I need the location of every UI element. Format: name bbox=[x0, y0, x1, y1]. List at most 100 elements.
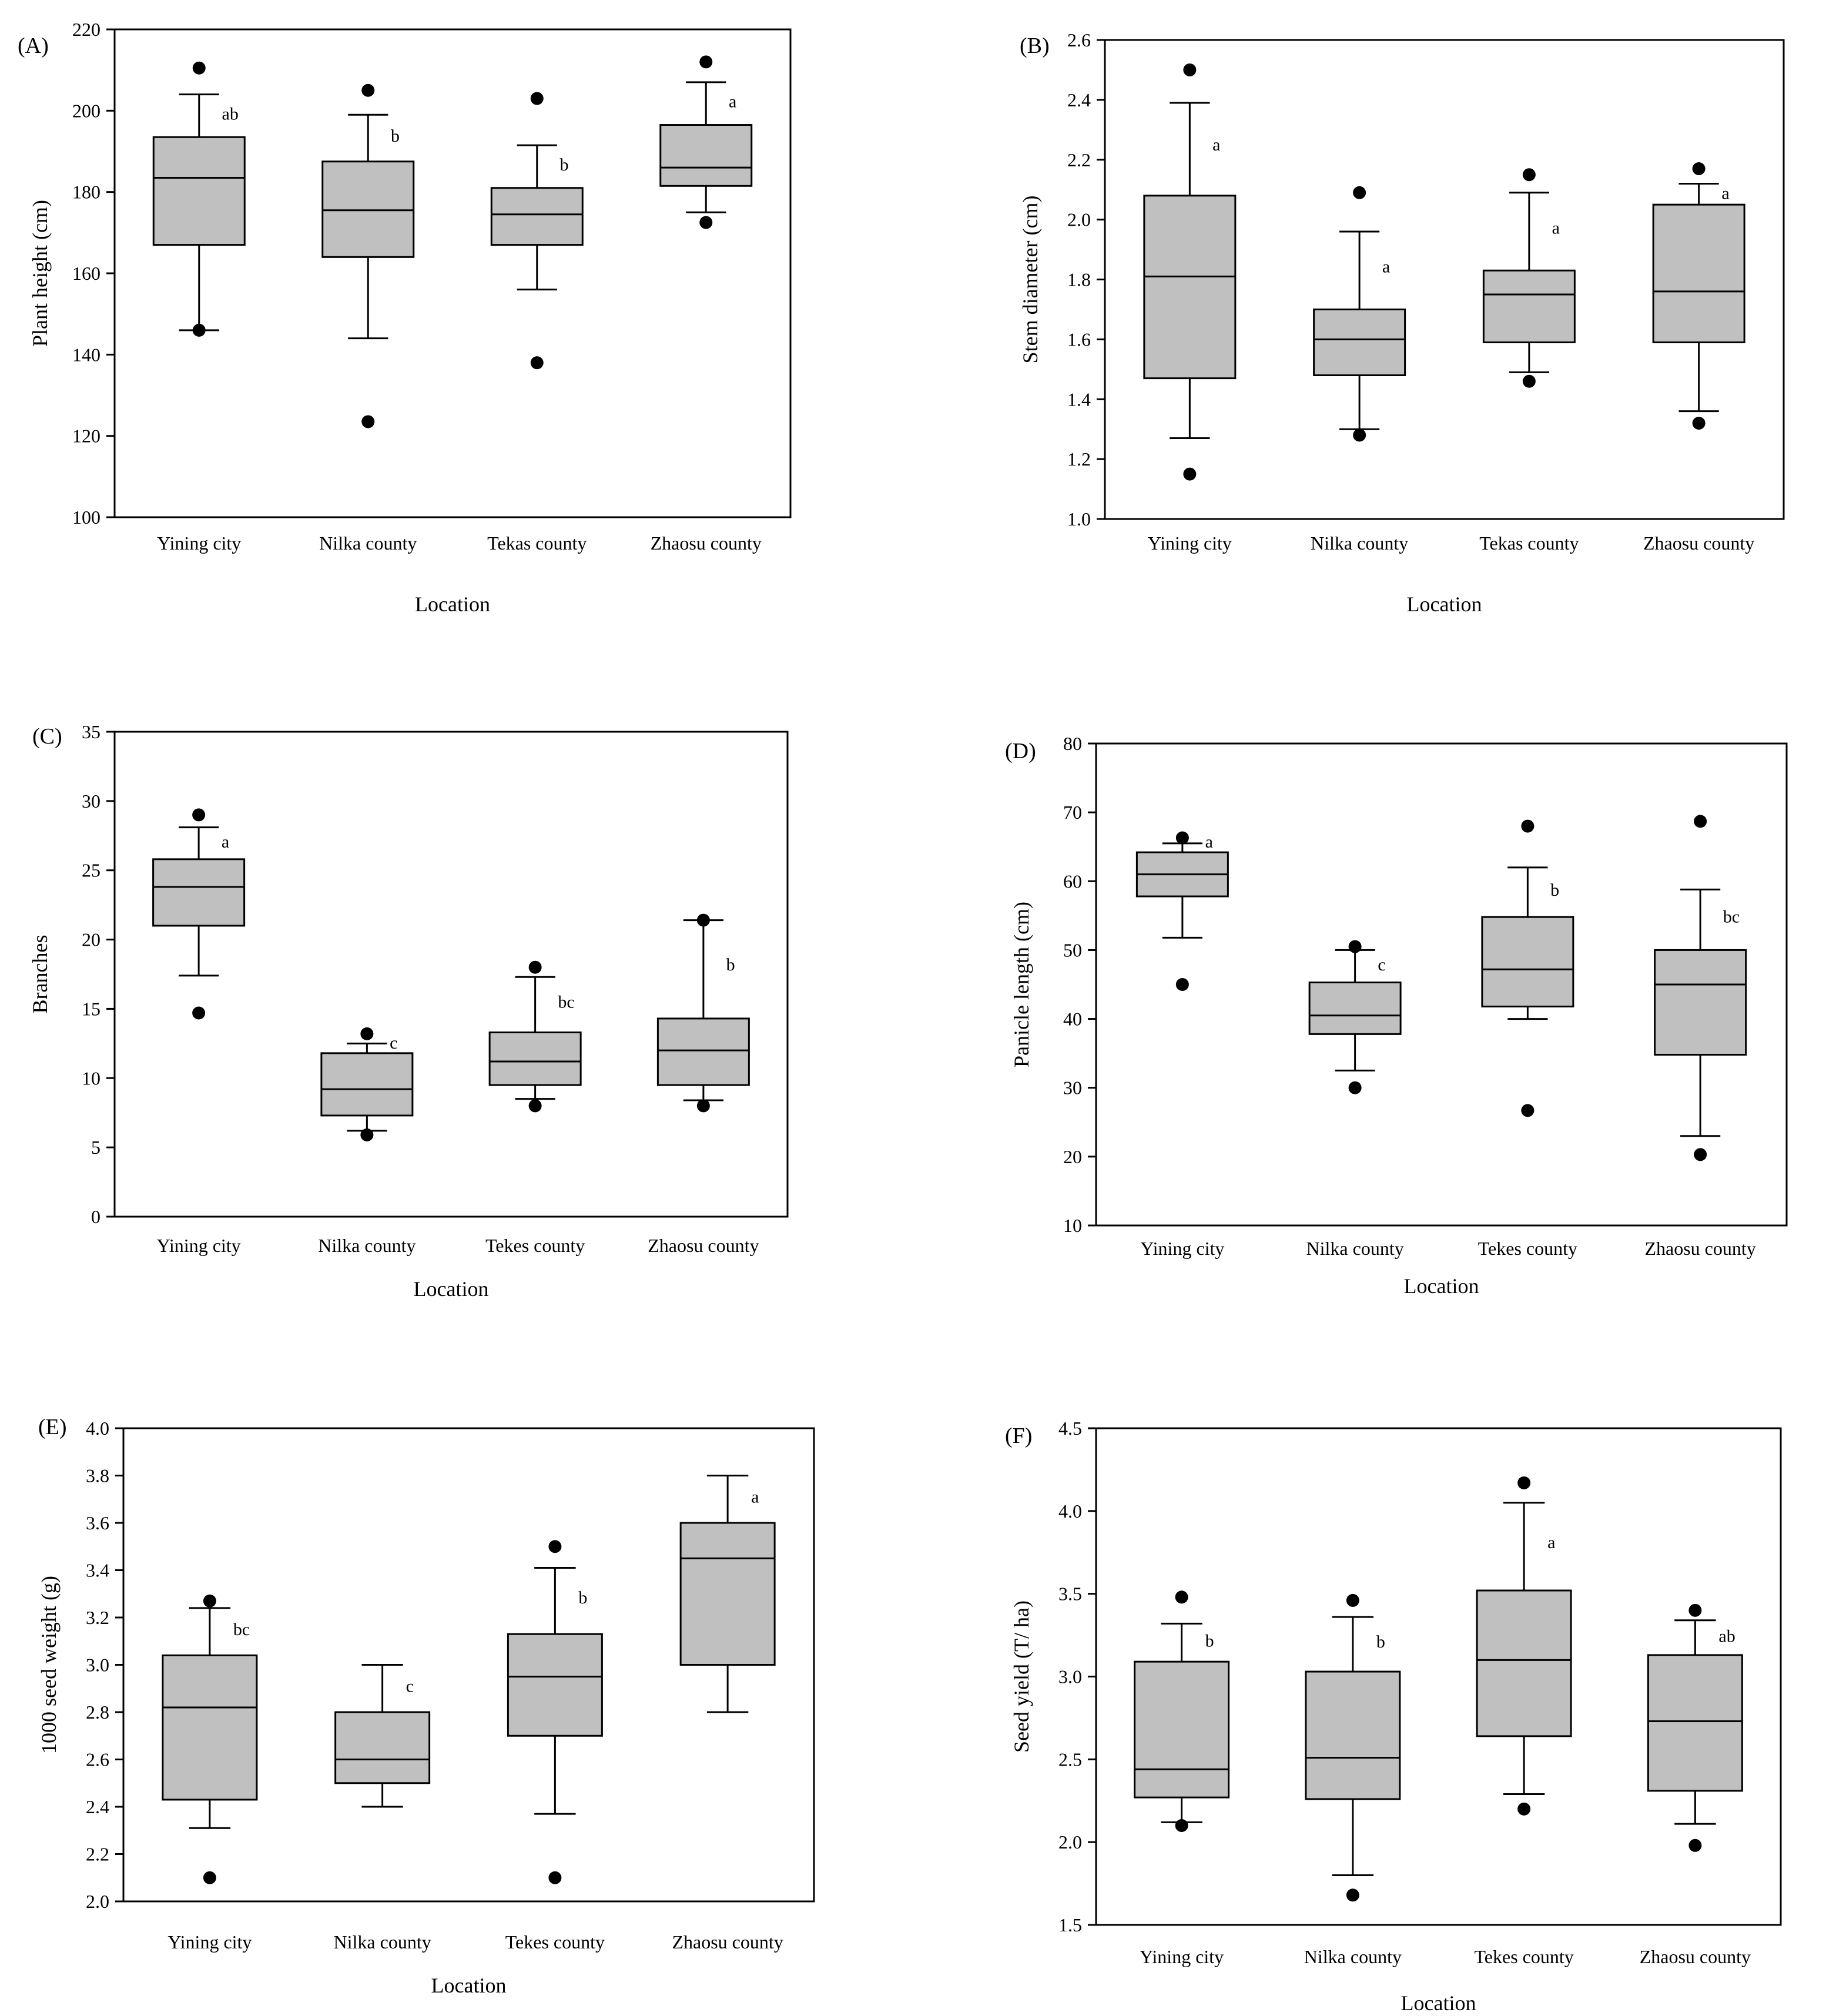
y-tick-label: 3.2 bbox=[86, 1607, 109, 1628]
x-category-label: Zhaosu county bbox=[648, 1235, 759, 1256]
box-group: a bbox=[1476, 1476, 1572, 1816]
plot-frame bbox=[113, 731, 789, 1218]
box-group: a bbox=[1313, 186, 1406, 442]
y-tick-label: 0 bbox=[91, 1206, 100, 1227]
outlier-point bbox=[1175, 978, 1189, 991]
outlier-point bbox=[203, 1871, 216, 1884]
outlier-point bbox=[192, 1006, 206, 1020]
outlier-point bbox=[1353, 428, 1366, 442]
x-axis-title: Location bbox=[415, 592, 490, 616]
box-group: ab bbox=[152, 61, 246, 337]
chart-panel-5: (E) 2.0 2.2 2.4 2.6 2.8 3.0 3.2 3.4 3.6 3.8 4.0 1000… bbox=[37, 1415, 815, 1997]
y-tick-label: 30 bbox=[1063, 1077, 1082, 1099]
box bbox=[1143, 195, 1237, 380]
significance-letter: b bbox=[1376, 1632, 1385, 1652]
outlier-point bbox=[528, 1099, 542, 1113]
y-tick-label: 1.2 bbox=[1067, 448, 1091, 470]
outlier-point bbox=[530, 92, 544, 105]
chart-panel-3: (C) 0 5 10 15 20 25 30 35 Branches Location Yining … bbox=[28, 721, 789, 1301]
y-axis-title: Panicle length (cm) bbox=[1010, 902, 1033, 1067]
significance-letter: a bbox=[1721, 184, 1729, 203]
x-category-label: Zhaosu county bbox=[1643, 533, 1754, 554]
y-tick-label: 140 bbox=[72, 344, 100, 365]
outlier-point bbox=[1175, 831, 1189, 845]
outlier-point bbox=[696, 1099, 710, 1113]
y-tick-label: 4.0 bbox=[1058, 1501, 1082, 1522]
outlier-point bbox=[548, 1540, 562, 1553]
outlier-point bbox=[1688, 1603, 1702, 1617]
box-group: b bbox=[490, 92, 584, 370]
y-tick-label: 2.5 bbox=[1058, 1749, 1082, 1770]
box bbox=[507, 1633, 603, 1737]
x-axis-title: Location bbox=[1404, 1274, 1479, 1298]
box-group: b bbox=[1305, 1593, 1401, 1902]
chart-panel-6: (F) 1.5 2.0 2.5 3.0 3.5 4.0 4.5 Seed yield (T/ h… bbox=[1005, 1418, 1782, 2015]
significance-letter: b bbox=[391, 126, 400, 146]
box-group: bc bbox=[488, 960, 582, 1113]
x-category-label: Yining city bbox=[1140, 1238, 1224, 1259]
y-tick-label: 1.8 bbox=[1067, 269, 1091, 290]
outlier-point bbox=[1522, 168, 1536, 182]
significance-letter: a bbox=[1205, 832, 1213, 852]
outlier-point bbox=[1521, 819, 1534, 833]
outlier-point bbox=[1692, 162, 1706, 176]
box-group: b bbox=[1134, 1590, 1230, 1832]
box bbox=[656, 1017, 750, 1086]
outlier-point bbox=[1348, 1081, 1362, 1094]
x-category-label: Nilka county bbox=[334, 1931, 431, 1953]
significance-letter: c bbox=[406, 1677, 414, 1696]
x-category-label: Tekes county bbox=[1474, 1946, 1573, 1967]
significance-letter: a bbox=[729, 92, 736, 112]
significance-letter: c bbox=[1378, 955, 1385, 974]
y-tick-label: 100 bbox=[72, 507, 100, 528]
y-tick-label: 1.6 bbox=[1067, 329, 1091, 350]
x-category-label: Yining city bbox=[167, 1931, 252, 1953]
box-group: a bbox=[1482, 168, 1576, 388]
x-category-label: Tekas county bbox=[487, 533, 587, 554]
significance-letter: b bbox=[726, 955, 735, 974]
box bbox=[490, 187, 584, 246]
x-category-label: Nilka county bbox=[319, 533, 417, 554]
x-axis-title: Location bbox=[1407, 592, 1482, 616]
x-category-label: Tekes county bbox=[505, 1931, 605, 1953]
significance-letter: b bbox=[1205, 1632, 1214, 1651]
outlier-point bbox=[1694, 1148, 1707, 1161]
y-tick-label: 10 bbox=[1063, 1215, 1082, 1236]
x-category-label: Zhaosu county bbox=[651, 533, 762, 554]
significance-letter: ab bbox=[1718, 1626, 1735, 1646]
x-category-label: Yining city bbox=[1140, 1946, 1224, 1967]
chart-panel-2: (B) 1.0 1.2 1.4 1.6 1.8 2.0 2.2 2.4 2.6 Stem diame… bbox=[1018, 29, 1785, 616]
outlier-point bbox=[1517, 1802, 1531, 1816]
outlier-point bbox=[696, 913, 710, 927]
significance-letter: a bbox=[1547, 1533, 1555, 1552]
y-tick-label: 200 bbox=[72, 100, 100, 121]
x-category-label: Nilka county bbox=[1311, 533, 1408, 554]
y-tick-label: 2.0 bbox=[1058, 1831, 1082, 1853]
significance-letter: bc bbox=[233, 1620, 250, 1639]
y-tick-label: 35 bbox=[82, 721, 100, 742]
y-tick-label: 2.6 bbox=[1067, 29, 1091, 51]
y-axis-title: Stem diameter (cm) bbox=[1018, 196, 1042, 364]
y-tick-label: 15 bbox=[82, 998, 100, 1019]
outlier-point bbox=[1175, 1590, 1188, 1604]
y-tick-label: 3.0 bbox=[86, 1655, 109, 1676]
outlier-point bbox=[203, 1594, 216, 1608]
plot-frame bbox=[1095, 742, 1788, 1227]
y-axis-title: Plant height (cm) bbox=[28, 200, 52, 347]
y-tick-label: 10 bbox=[82, 1067, 100, 1089]
outlier-point bbox=[1694, 815, 1707, 828]
box-group: a bbox=[1135, 831, 1229, 991]
box bbox=[659, 124, 753, 187]
x-category-label: Zhaosu county bbox=[1644, 1238, 1755, 1259]
y-tick-label: 3.5 bbox=[1058, 1583, 1082, 1605]
outlier-point bbox=[530, 356, 544, 370]
panel-label: (F) bbox=[1005, 1424, 1032, 1448]
x-category-label: Tekas county bbox=[1479, 533, 1579, 554]
y-tick-label: 3.6 bbox=[86, 1512, 109, 1533]
outlier-point bbox=[1522, 374, 1536, 388]
box bbox=[488, 1032, 582, 1086]
y-tick-label: 1.0 bbox=[1067, 508, 1091, 530]
panel-label: (C) bbox=[32, 724, 62, 749]
outlier-point bbox=[528, 960, 542, 974]
